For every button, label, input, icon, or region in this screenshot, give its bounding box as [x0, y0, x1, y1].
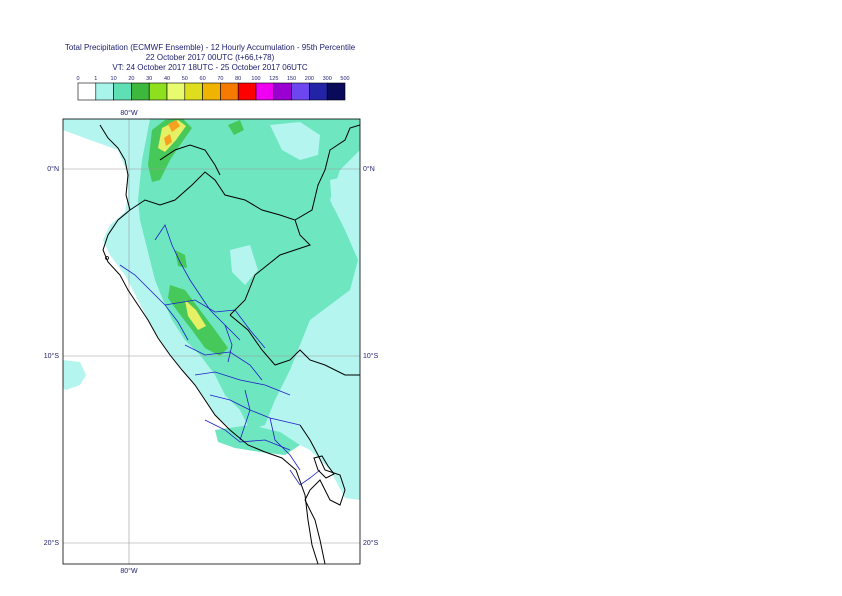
lon-label-bottom: 80°W [120, 567, 138, 575]
bolivia-border [299, 424, 346, 506]
ecuador-peru-border [129, 171, 311, 316]
precip-yellow-core [158, 120, 186, 152]
legend-tick-label: 125 [269, 76, 278, 82]
legend-tick-label: 30 [146, 76, 152, 82]
precip-green-patch [228, 120, 244, 135]
legend-tick-label: 10 [111, 76, 117, 82]
legend-tick-label: 150 [287, 76, 296, 82]
colombia-border [159, 144, 221, 176]
legend-tick-label: 500 [340, 76, 349, 82]
lat-label-right: 10°S [363, 352, 379, 360]
brazil-peru-border [229, 314, 360, 376]
brazil-border [294, 124, 360, 221]
coastline-borders [99, 124, 360, 564]
lat-label-left: 0°N [47, 165, 59, 173]
legend-tick-label: 200 [305, 76, 314, 82]
lat-label-left: 20°S [44, 539, 60, 547]
precip-orange-core [164, 134, 172, 146]
base-time: 22 October 2017 00UTC (t+66,t+78) [145, 53, 275, 62]
graticule [63, 119, 360, 564]
legend-tick-label: 300 [323, 76, 332, 82]
legend-tick-label: 0 [76, 76, 79, 82]
chart-title: Total Precipitation (ECMWF Ensemble) - 1… [64, 43, 356, 52]
precip-green-band [148, 119, 192, 182]
precip-light-patch [63, 360, 86, 390]
lon-label-top: 80°W [120, 109, 138, 117]
lake-titicaca [313, 455, 335, 479]
precip-green-band [175, 250, 187, 268]
lat-label-right: 20°S [363, 539, 379, 547]
legend-tick-label: 1 [94, 76, 97, 82]
legend-tick-label: 40 [164, 76, 170, 82]
chile-border [304, 499, 326, 564]
precip-light-hole [270, 122, 320, 160]
island [105, 256, 109, 260]
legend-color-box [326, 82, 346, 101]
legend-tick-label: 70 [217, 76, 223, 82]
precip-light-hole [330, 175, 358, 225]
legend-tick-label: 50 [182, 76, 188, 82]
map-frame [62, 118, 361, 565]
legend-tick-label: 100 [251, 76, 260, 82]
precip-light-hole [230, 245, 258, 285]
legend-tick-label: 20 [128, 76, 134, 82]
lat-label-left: 10°S [44, 352, 60, 360]
legend-tick-label: 60 [200, 76, 206, 82]
coastline [99, 124, 319, 564]
lat-label-right: 0°N [363, 165, 375, 173]
precip-light-patch [95, 122, 124, 138]
precip-medium-patch [215, 425, 300, 455]
valid-time: VT: 24 October 2017 18UTC - 25 October 2… [112, 63, 308, 72]
precip-orange-core [168, 120, 180, 132]
region-boundaries [119, 224, 321, 486]
legend-tick-label: 80 [235, 76, 241, 82]
precip-yellow-core [185, 300, 206, 330]
